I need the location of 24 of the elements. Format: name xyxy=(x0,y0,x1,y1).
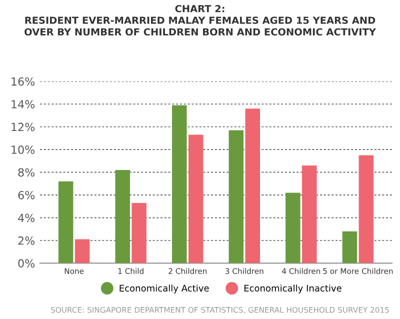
bar xyxy=(245,108,260,264)
bar xyxy=(74,239,90,264)
bar xyxy=(358,155,374,264)
bar xyxy=(115,170,130,264)
y-tick-label: 4% xyxy=(18,214,35,222)
y-tick-label: 0% xyxy=(18,259,35,268)
y-tick-label: 14% xyxy=(12,100,35,108)
y-tick-label: 12% xyxy=(12,122,35,132)
y-tick-label: 6% xyxy=(18,190,35,200)
y-tick-label: 2% xyxy=(18,236,35,245)
bar xyxy=(342,231,358,264)
y-tick-label: 16% xyxy=(12,77,35,86)
bar xyxy=(58,181,74,264)
y-tick-label: 8% xyxy=(18,168,35,177)
legend-label: Economically Inactive xyxy=(244,284,342,294)
legend-label: Economically Active xyxy=(120,284,209,294)
bar xyxy=(302,165,317,264)
bar xyxy=(188,134,204,264)
bar xyxy=(228,130,244,264)
y-tick-label: 10% xyxy=(12,146,35,154)
bar xyxy=(286,192,300,264)
chart-title: CHART 2: RESIDENT EVER-MARRIED MALAY FEMALES AGED 15 YEARS AND OVER BY NUMBER OF CHILDREN BORN AND ECONOMIC ACTIVITY xyxy=(24,4,376,36)
bar xyxy=(172,105,187,264)
bar xyxy=(132,202,146,264)
